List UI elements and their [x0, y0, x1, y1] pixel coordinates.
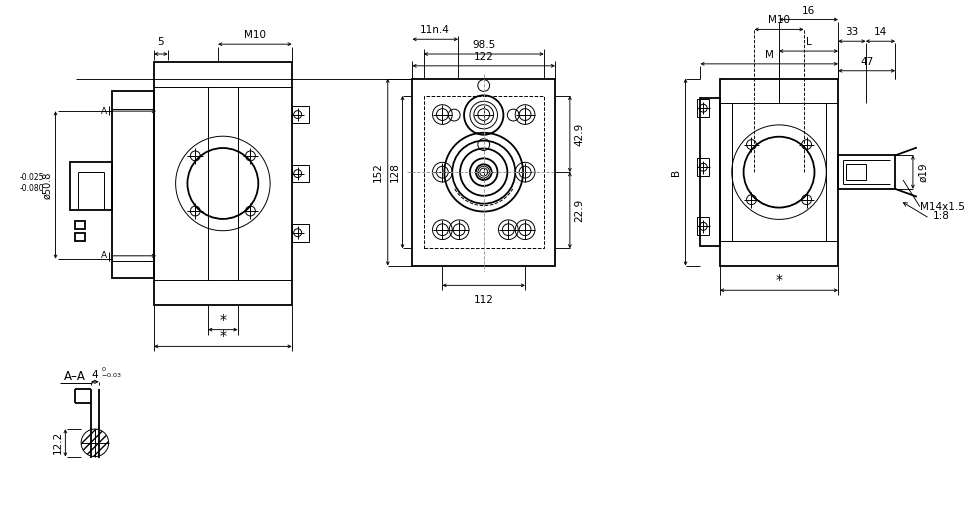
Text: *: * [776, 273, 782, 287]
Text: 152: 152 [373, 162, 383, 182]
Bar [75, 221, 86, 229]
Text: 16: 16 [802, 6, 816, 15]
Text: 14: 14 [874, 27, 887, 37]
Text: 22.9: 22.9 [574, 199, 585, 222]
Text: 47: 47 [860, 57, 873, 67]
Text: M10: M10 [768, 15, 790, 25]
Text: 5: 5 [157, 37, 164, 47]
Bar [75, 233, 86, 241]
Text: 11n.4: 11n.4 [420, 25, 450, 35]
Text: M14x1.5: M14x1.5 [920, 202, 964, 212]
Text: A: A [100, 251, 107, 260]
Bar [292, 106, 309, 123]
Text: 4: 4 [91, 370, 98, 380]
Bar [112, 91, 154, 279]
Bar [720, 78, 838, 266]
Bar [292, 165, 309, 183]
Text: -0.025: -0.025 [19, 172, 44, 182]
Text: L: L [806, 37, 812, 47]
Text: M: M [765, 50, 774, 60]
Text: B: B [671, 169, 680, 176]
Text: 12.2: 12.2 [52, 431, 62, 455]
Text: ø19: ø19 [918, 163, 927, 182]
Bar [292, 224, 309, 241]
Text: *: * [220, 329, 226, 344]
Text: 98.5: 98.5 [472, 40, 496, 50]
Bar [424, 96, 543, 248]
Bar [697, 217, 710, 235]
Text: -0.080: -0.080 [19, 184, 44, 194]
Bar [846, 164, 866, 180]
Bar [697, 99, 710, 117]
Text: 1:8: 1:8 [932, 212, 950, 221]
Text: 42.9: 42.9 [574, 122, 585, 146]
Bar [838, 155, 895, 189]
Bar [412, 78, 555, 266]
Text: 112: 112 [473, 295, 494, 305]
Text: 122: 122 [473, 52, 494, 62]
Text: A–A: A–A [64, 370, 87, 383]
Text: $^{0}_{-0.03}$: $^{0}_{-0.03}$ [101, 365, 122, 380]
Bar [154, 62, 292, 305]
Bar [697, 158, 710, 176]
Text: M10: M10 [244, 30, 266, 40]
Text: ø50.8: ø50.8 [43, 171, 52, 199]
Text: 128: 128 [390, 162, 399, 182]
Text: A: A [100, 107, 107, 116]
Text: 33: 33 [846, 27, 858, 37]
Text: *: * [220, 313, 226, 327]
Bar [70, 163, 112, 209]
Bar [700, 99, 720, 246]
